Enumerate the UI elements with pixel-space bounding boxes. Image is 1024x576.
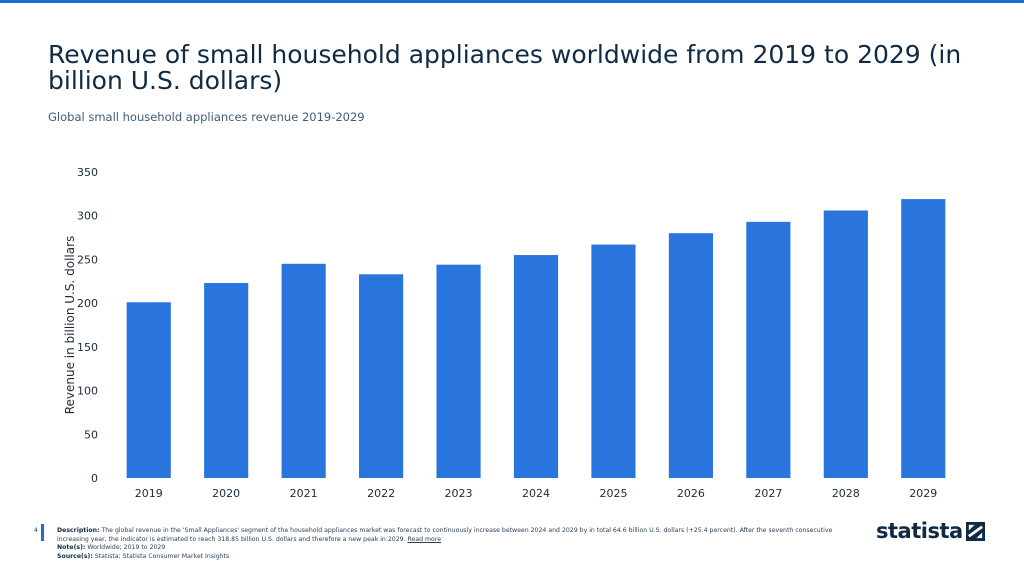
bar-2021[interactable] — [281, 263, 326, 478]
x-tick-label: 2028 — [832, 487, 860, 500]
notes-text: Worldwide; 2019 to 2029 — [87, 544, 166, 551]
statista-logo[interactable]: statista — [876, 519, 985, 543]
description-label: Description: — [57, 527, 100, 534]
sources-label: Source(s): — [57, 552, 93, 560]
statista-logo-icon — [965, 521, 985, 541]
top-accent-bar — [0, 0, 1024, 3]
chart-title: Revenue of small household appliances wo… — [48, 40, 962, 95]
bar-2020[interactable] — [204, 283, 249, 478]
y-tick-label: 250 — [77, 253, 98, 266]
footer-notes-line: Note(s): Worldwide; 2019 to 2029 — [57, 544, 857, 553]
x-tick-label: 2027 — [754, 487, 782, 500]
footer-sources-line: Source(s): Statista; Statista Consumer M… — [57, 553, 857, 562]
footer-notes: Description: The global revenue in the '… — [57, 527, 857, 561]
bar-2028[interactable] — [823, 210, 868, 478]
bar-2024[interactable] — [513, 255, 559, 478]
bar-2029[interactable] — [901, 199, 946, 479]
bar-chart: 0 50 100 150 200 250 300 350 2019 2020 2021 2022 20… — [63, 166, 946, 500]
read-more-link[interactable]: Read more — [407, 535, 442, 543]
bar-2022[interactable] — [359, 274, 404, 478]
x-tick-label: 2021 — [290, 487, 318, 500]
description-text: The global revenue in the 'Small Applian… — [57, 527, 833, 543]
y-tick-label: 0 — [91, 472, 98, 485]
x-tick-label: 2029 — [909, 487, 937, 500]
page-accent-bar — [41, 524, 44, 541]
notes-label: Note(s): — [57, 544, 86, 551]
x-tick-label: 2026 — [677, 487, 705, 500]
y-axis-label: Revenue in billion U.S. dollars — [63, 236, 77, 415]
chart-subtitle: Global small household appliances revenu… — [48, 110, 365, 124]
sources-text: Statista; Statista Consumer Market Insig… — [94, 552, 230, 560]
x-tick-label: 2025 — [599, 487, 627, 500]
y-tick-label: 150 — [77, 341, 98, 354]
bar-2025[interactable] — [591, 244, 636, 478]
x-tick-label: 2020 — [212, 487, 240, 500]
page-number: 4 — [34, 527, 38, 534]
x-tick-label: 2022 — [367, 487, 395, 500]
bar-2023[interactable] — [436, 264, 481, 478]
y-tick-label: 350 — [77, 166, 98, 179]
x-tick-label: 2024 — [522, 487, 550, 500]
logo-text: statista — [876, 519, 963, 543]
y-tick-label: 300 — [77, 210, 98, 223]
bar-2019[interactable] — [126, 302, 171, 478]
bar-2027[interactable] — [746, 221, 791, 478]
y-tick-label: 200 — [77, 297, 98, 310]
bar-2026[interactable] — [668, 233, 713, 478]
footer-description: Description: The global revenue in the '… — [57, 527, 857, 544]
y-tick-label: 50 — [84, 428, 98, 441]
x-tick-label: 2019 — [135, 487, 163, 500]
x-tick-label: 2023 — [445, 487, 473, 500]
y-tick-label: 100 — [77, 385, 98, 398]
